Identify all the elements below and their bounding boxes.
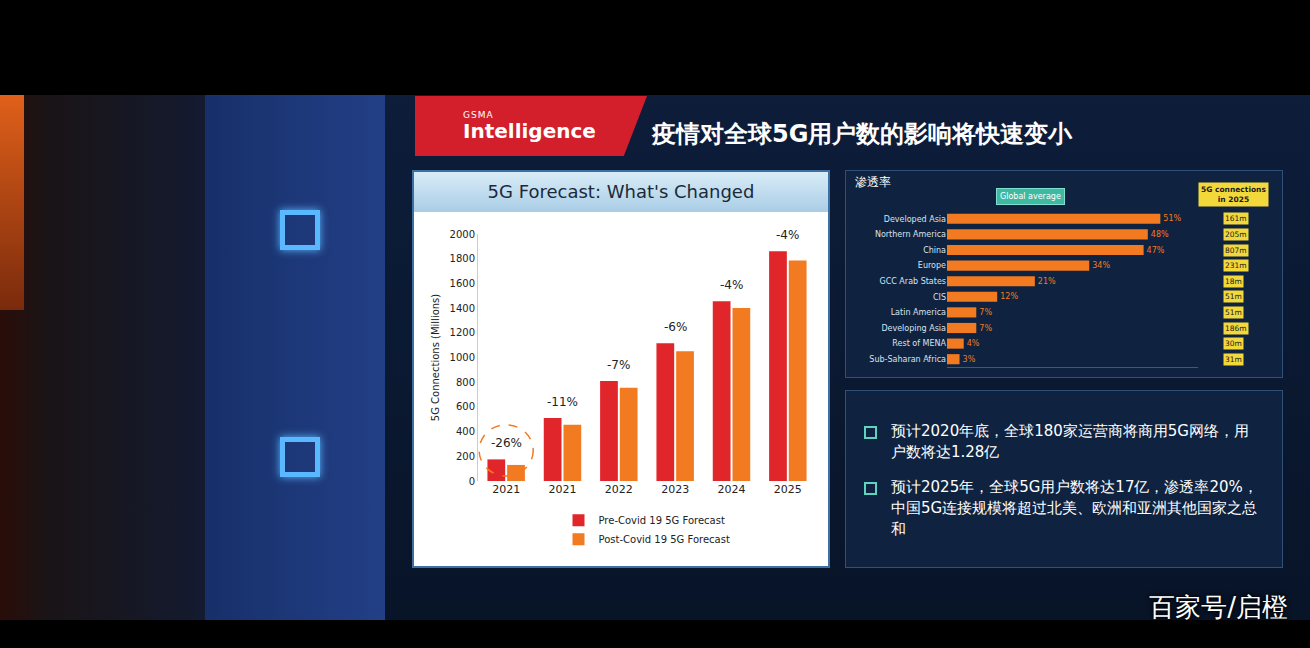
svg-text:231m: 231m [1225, 261, 1247, 270]
svg-text:GCC Arab States: GCC Arab States [879, 277, 946, 286]
svg-text:186m: 186m [1225, 324, 1247, 333]
html-text:GSMA: GSMA [463, 110, 494, 120]
svg-text:-11%: -11% [547, 395, 578, 409]
svg-text:3%: 3% [963, 355, 976, 364]
svg-text:600: 600 [456, 401, 475, 412]
svg-text:800: 800 [456, 377, 475, 388]
svg-text:1400: 1400 [450, 303, 475, 314]
svg-text:2022: 2022 [605, 483, 633, 496]
svg-text:2023: 2023 [661, 483, 689, 496]
svg-text:47%: 47% [1147, 246, 1165, 255]
svg-text:2025: 2025 [774, 483, 802, 496]
html-text:预计2025年，全球5G用户数将达17亿，渗透率20%，中国: 预计2025年，全球5G用户数将达17亿，渗透率20%，中国5G连接规模将超过北… [891, 478, 1258, 538]
svg-text:-7%: -7% [607, 358, 630, 372]
svg-text:807m: 807m [1225, 246, 1247, 255]
svg-text:31m: 31m [1225, 355, 1242, 364]
svg-text:21%: 21% [1038, 277, 1056, 286]
svg-text:2021: 2021 [492, 483, 520, 496]
html-text:百家号/启橙: 百家号/启橙 [1149, 592, 1288, 622]
html-text:疫情对全球5G用户数的影响将快速变小: 疫情对全球5G用户数的影响将快速变小 [652, 120, 1073, 148]
svg-text:Rest of MENA: Rest of MENA [892, 339, 946, 348]
svg-text:1800: 1800 [450, 253, 475, 264]
html-text:预计2020年底，全球180家运营商将商用5G网络，用户数将: 预计2020年底，全球180家运营商将商用5G网络，用户数将达1.28亿 [891, 422, 1249, 461]
svg-text:2021: 2021 [549, 483, 577, 496]
svg-text:Northern America: Northern America [875, 230, 946, 239]
svg-text:-4%: -4% [776, 228, 799, 242]
svg-text:161m: 161m [1225, 214, 1247, 223]
svg-text:0: 0 [469, 476, 475, 487]
svg-text:Developing Asia: Developing Asia [881, 324, 946, 333]
svg-text:51m: 51m [1225, 292, 1242, 301]
svg-text:1600: 1600 [450, 278, 475, 289]
svg-text:Europe: Europe [918, 261, 946, 270]
svg-text:CIS: CIS [933, 293, 946, 302]
svg-text:7%: 7% [979, 308, 992, 317]
svg-text:5G connectionsin 2025: 5G connectionsin 2025 [1201, 185, 1266, 204]
svg-text:1000: 1000 [450, 352, 475, 363]
svg-text:Pre-Covid 19 5G Forecast: Pre-Covid 19 5G Forecast [599, 515, 725, 526]
svg-text:Post-Covid 19 5G Forecast: Post-Covid 19 5G Forecast [599, 534, 730, 545]
svg-text:-26%: -26% [491, 436, 522, 450]
svg-text:China: China [923, 246, 946, 255]
svg-text:30m: 30m [1225, 339, 1242, 348]
svg-text:Developed Asia: Developed Asia [884, 215, 946, 224]
svg-text:200: 200 [456, 451, 475, 462]
svg-text:4%: 4% [967, 339, 980, 348]
svg-text:18m: 18m [1225, 277, 1242, 286]
svg-text:Global average: Global average [1000, 192, 1061, 201]
svg-text:5G Connections (Millions): 5G Connections (Millions) [430, 294, 441, 422]
svg-text:7%: 7% [979, 324, 992, 333]
svg-text:400: 400 [456, 426, 475, 437]
svg-text:-4%: -4% [720, 278, 743, 292]
svg-text:2024: 2024 [718, 483, 746, 496]
svg-text:-6%: -6% [664, 320, 687, 334]
html-text:Intelligence: Intelligence [463, 119, 596, 143]
svg-text:12%: 12% [1000, 292, 1018, 301]
svg-text:Latin America: Latin America [891, 308, 946, 317]
svg-text:34%: 34% [1092, 261, 1110, 270]
svg-text:51m: 51m [1225, 308, 1242, 317]
svg-text:51%: 51% [1163, 214, 1181, 223]
svg-text:Sub-Saharan Africa: Sub-Saharan Africa [869, 355, 946, 364]
svg-text:2000: 2000 [450, 229, 475, 240]
svg-text:48%: 48% [1151, 230, 1169, 239]
html-text:5G Forecast: What's Changed: 5G Forecast: What's Changed [487, 181, 755, 202]
svg-text:渗透率: 渗透率 [855, 175, 891, 189]
svg-text:205m: 205m [1225, 230, 1247, 239]
svg-text:1200: 1200 [450, 327, 475, 338]
